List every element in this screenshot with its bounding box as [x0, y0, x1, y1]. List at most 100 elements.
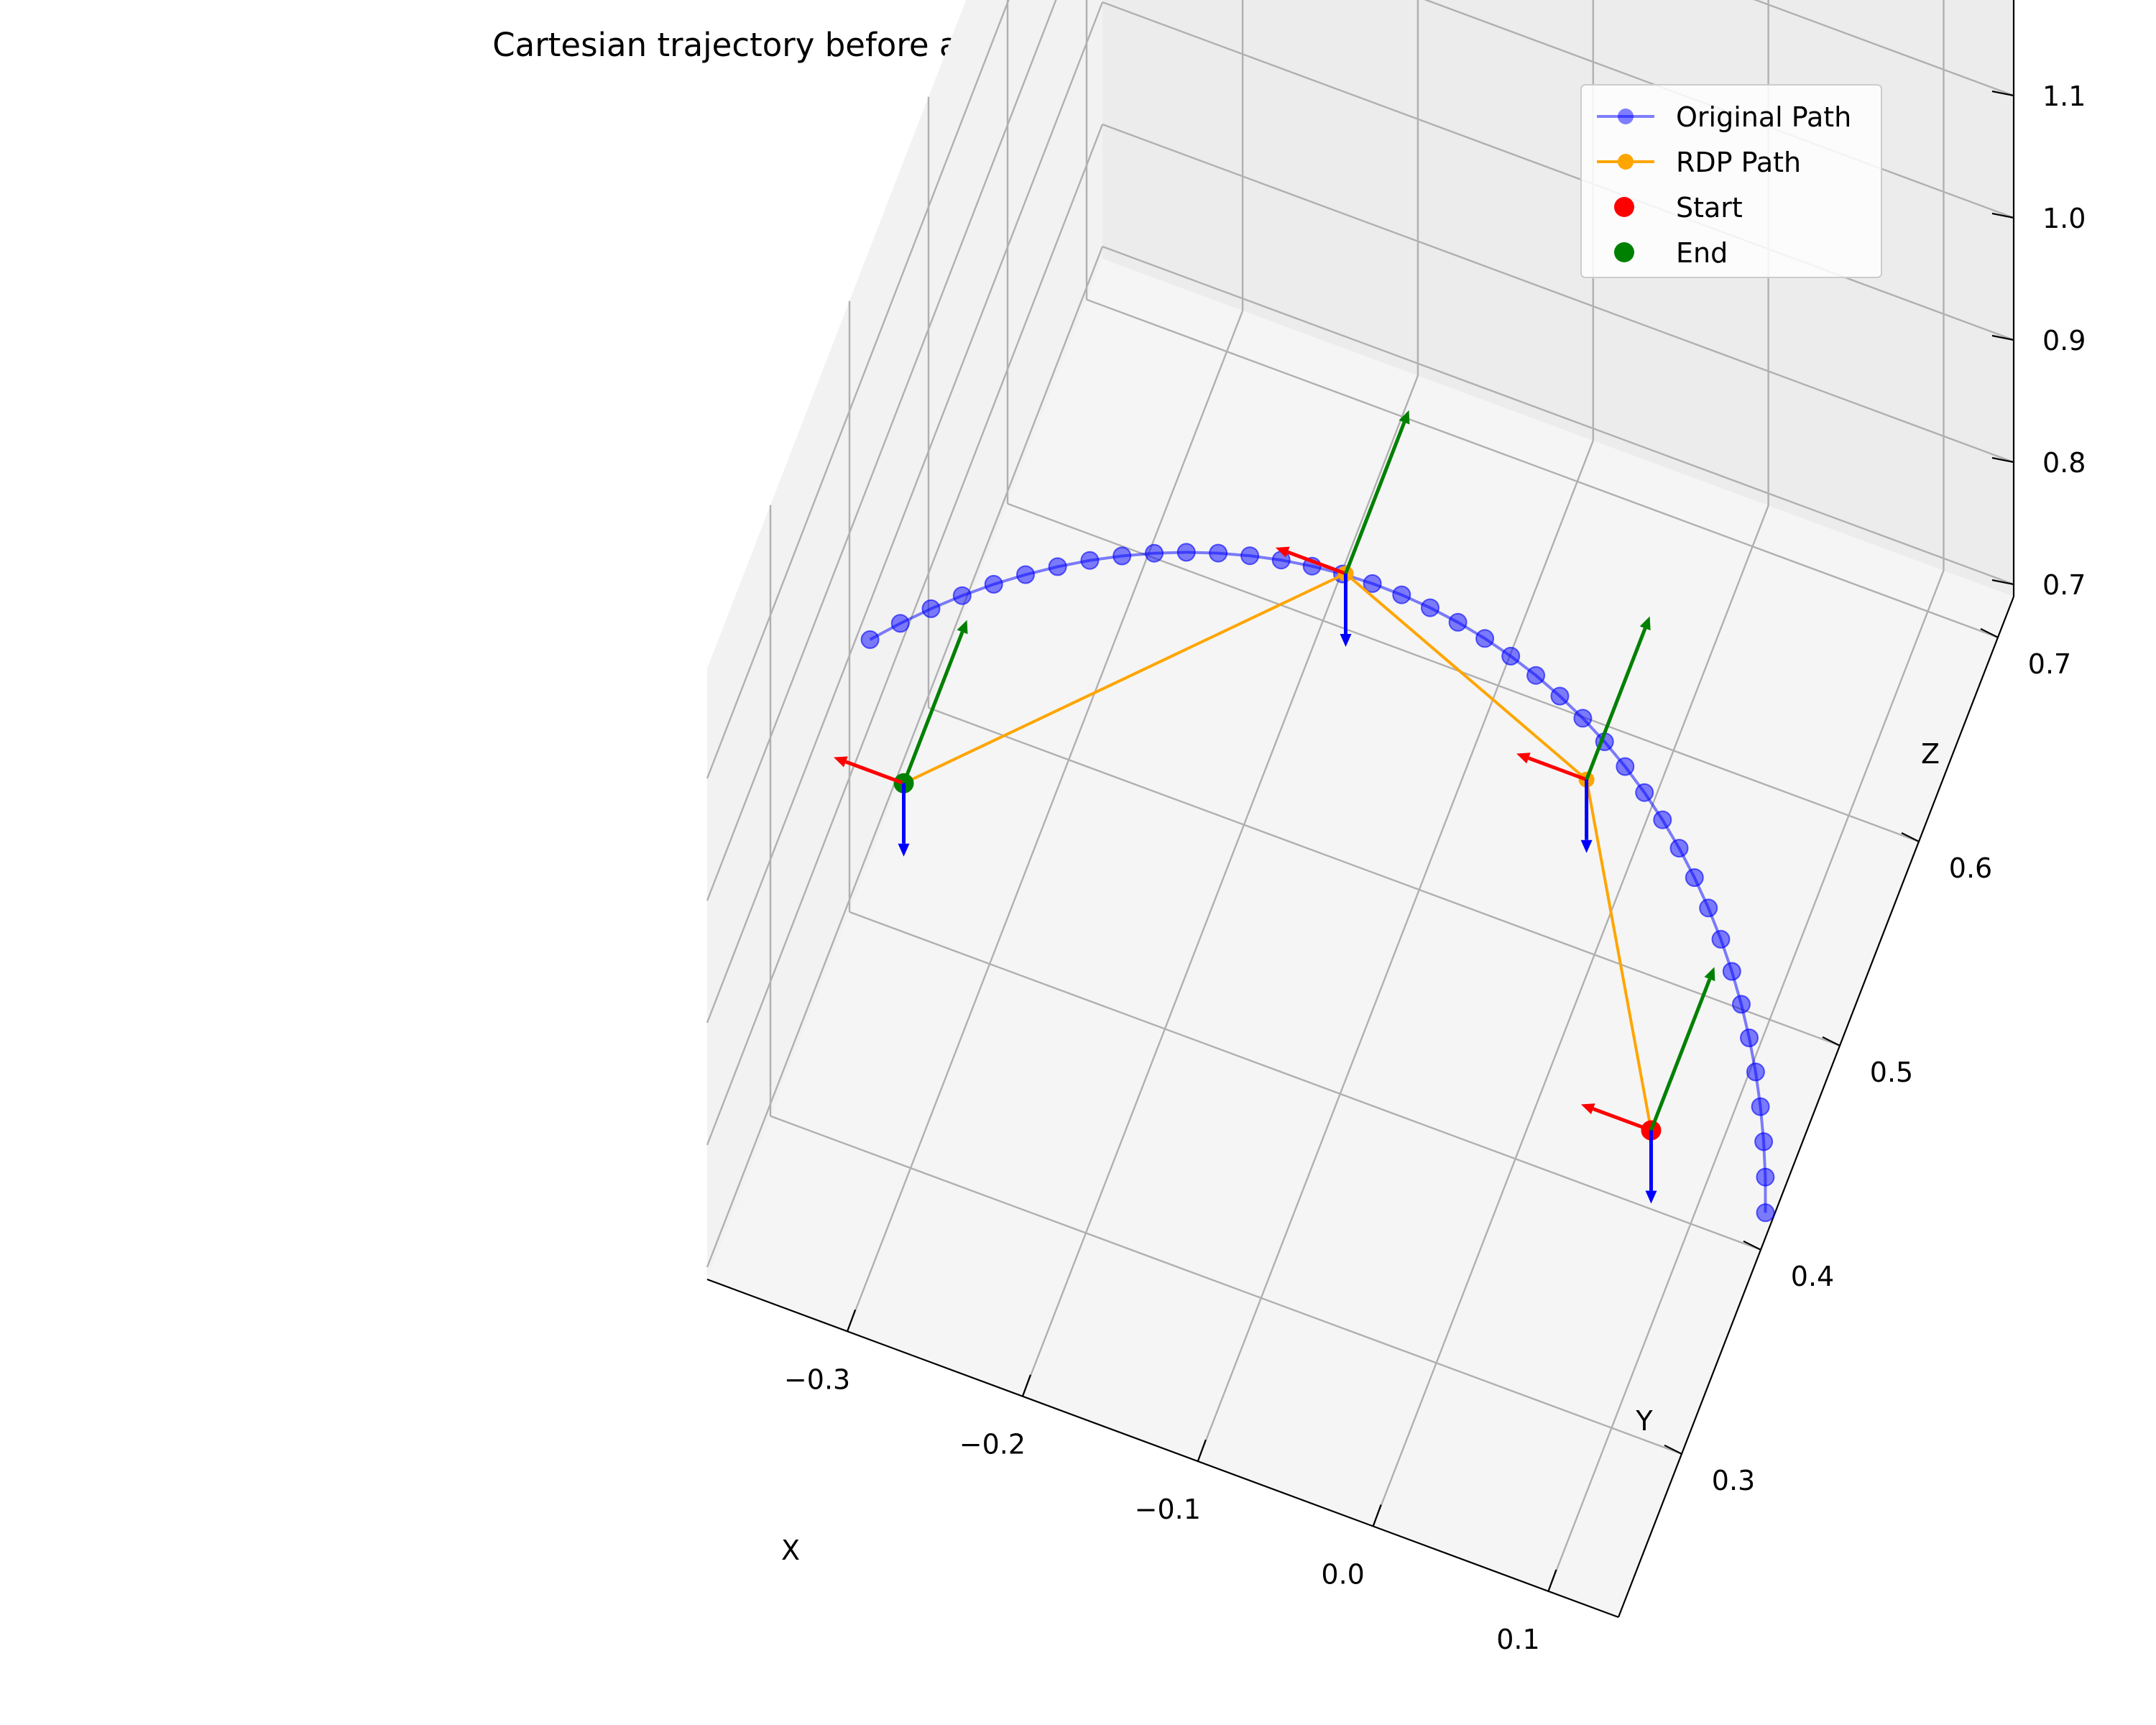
grid-line — [706, 246, 1104, 1268]
floor-pane — [707, 259, 2014, 1617]
tick-mark — [1822, 1036, 1841, 1046]
original-path-point — [1209, 543, 1228, 563]
orientation-frames — [834, 410, 1715, 1204]
frame-x-arrow-shaft — [845, 760, 905, 786]
y-tick-label: 0.6 — [1949, 852, 1992, 884]
grid-line — [928, 707, 1841, 1046]
frame-y-arrow — [1344, 410, 1410, 574]
x-tick-label: 0.1 — [1496, 1624, 1539, 1655]
grid-line — [846, 310, 1244, 1332]
x-tick-label: −0.1 — [1135, 1494, 1201, 1525]
legend-entry: RDP Path — [1597, 147, 1801, 178]
legend-label: End — [1676, 237, 1728, 269]
grid-line — [1021, 375, 1419, 1397]
original-path-point — [921, 599, 941, 618]
y-tick-label: 0.3 — [1712, 1465, 1755, 1496]
original-path-point — [1653, 810, 1672, 829]
frame-z-arrow — [1645, 1130, 1657, 1204]
z-tick-label: 0.7 — [2042, 569, 2086, 601]
original-path-point — [1751, 1097, 1770, 1116]
z-tick-label: 1.0 — [2042, 203, 2086, 234]
legend: Original Path RDP Path Start End — [1580, 84, 1882, 278]
frame-x-arrow-head — [1275, 546, 1290, 558]
frame-x-arrow — [834, 756, 905, 786]
frame-z-arrow — [1340, 574, 1352, 647]
original-path-point — [1501, 646, 1521, 666]
x-axis-line — [706, 1278, 1619, 1619]
frame-x-arrow-head — [1516, 753, 1531, 764]
legend-entry: Original Path — [1597, 101, 1851, 133]
legend-marker — [1618, 109, 1634, 124]
original-path-point — [1112, 546, 1132, 566]
frame-y-arrow — [1649, 967, 1715, 1131]
original-path-point — [1616, 757, 1635, 776]
frame-y-arrow-shaft — [1649, 978, 1712, 1131]
original-path-point — [1746, 1062, 1765, 1082]
original-path-point — [1740, 1029, 1759, 1047]
frame-x-arrow — [1275, 546, 1347, 576]
frame-z-arrow-head — [1645, 1190, 1657, 1204]
frame-z-arrow-head — [1580, 840, 1593, 853]
grid-line — [1102, 123, 2014, 464]
original-path-point — [1635, 783, 1654, 802]
frame-y-arrow-shaft — [1585, 627, 1647, 781]
tick-mark — [1980, 627, 1999, 638]
original-path-point — [1448, 612, 1468, 632]
tick-mark — [1743, 1240, 1761, 1251]
frame-y-arrow-shaft — [1344, 421, 1406, 574]
original-path-point — [1048, 557, 1067, 576]
tick-mark — [847, 1309, 857, 1332]
original-path-point — [1145, 543, 1164, 563]
frame-y-arrow-shaft — [902, 631, 964, 784]
z-axis-label: Z — [1921, 738, 1940, 770]
frame-y-arrow — [1585, 616, 1651, 781]
original-path-point — [1756, 1167, 1775, 1187]
legend-entry: End — [1614, 237, 1728, 269]
tick-mark — [1991, 212, 2014, 219]
y-tick-label: 0.4 — [1791, 1261, 1834, 1292]
grid-line — [1102, 245, 2014, 586]
legend-marker — [1614, 242, 1634, 262]
frame-x-arrow-head — [834, 756, 848, 768]
grid-line — [849, 911, 1761, 1251]
x-tick-label: 0.0 — [1321, 1558, 1364, 1590]
frame-z-arrow-head — [1340, 634, 1352, 647]
frame-z-arrow — [898, 783, 910, 857]
frame-x-arrow-shaft — [1286, 550, 1347, 576]
legend-entry: Start — [1614, 192, 1743, 224]
frame-x-arrow-shaft — [1528, 756, 1588, 782]
tick-mark — [1021, 1374, 1031, 1397]
original-path-point — [952, 586, 972, 605]
original-path-point — [1475, 629, 1495, 648]
tick-mark — [1901, 832, 1920, 842]
grid-line — [1086, 298, 1999, 638]
tick-mark — [1664, 1444, 1682, 1455]
original-path-point — [1240, 546, 1260, 566]
original-path-point — [1573, 709, 1593, 728]
original-path-point — [1685, 868, 1704, 887]
axis-lines — [706, 0, 2015, 1619]
frame-x-arrow-shaft — [1592, 1107, 1652, 1132]
original-path-point — [1392, 585, 1411, 604]
grid-line — [706, 1, 1104, 1024]
grid-line — [706, 0, 1010, 779]
tick-mark — [1991, 334, 2014, 341]
z-tick-label: 0.9 — [2042, 325, 2086, 356]
x-tick-label: −0.3 — [784, 1363, 850, 1395]
original-path-point — [1363, 574, 1382, 593]
frame-y-arrow-head — [1639, 616, 1651, 631]
legend-box — [1580, 84, 1882, 278]
grid-line — [1372, 505, 1769, 1527]
y-axis-label: Y — [1635, 1405, 1653, 1437]
frame-y-arrow-head — [1704, 967, 1715, 982]
legend-label: Start — [1676, 192, 1743, 224]
original-path-point — [890, 614, 910, 633]
frame-x-arrow — [1580, 1103, 1652, 1132]
data-series — [860, 543, 1775, 1223]
original-path-point — [1699, 898, 1718, 918]
original-path-point — [1732, 995, 1751, 1014]
original-path-point — [1016, 565, 1035, 584]
x-tick-label: −0.2 — [959, 1429, 1026, 1460]
tick-mark — [1372, 1504, 1382, 1527]
grid-line — [706, 0, 1057, 901]
